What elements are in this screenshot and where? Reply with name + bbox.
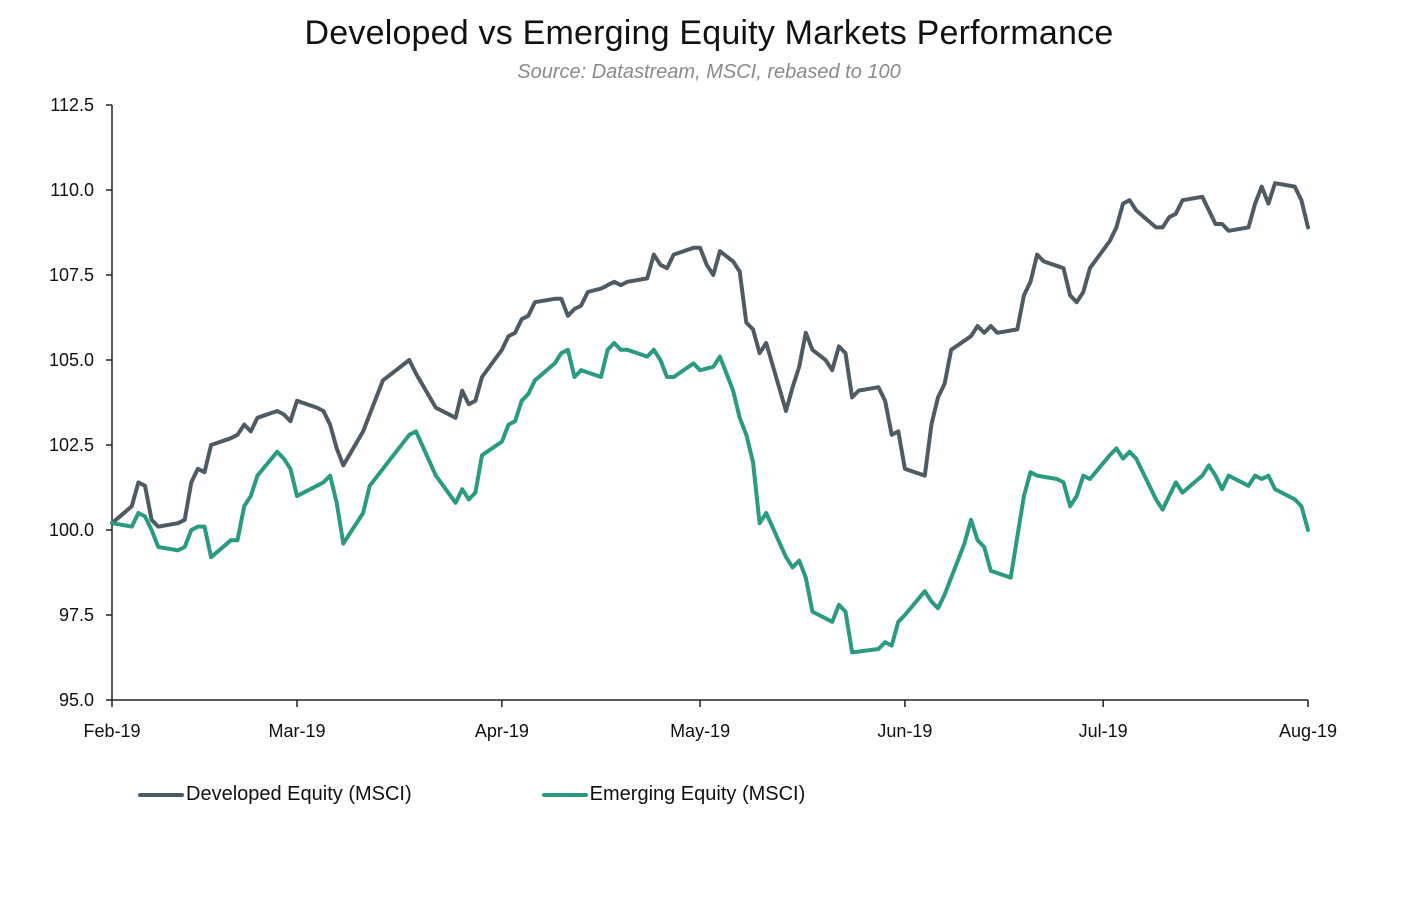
series-line-developed (110, 181, 1310, 529)
legend-label-emerging: Emerging Equity (MSCI) (589, 783, 806, 805)
y-tick-label: 102.5 (49, 435, 94, 455)
x-tick-label: Feb-19 (83, 721, 140, 741)
x-tick-label: Jun-19 (877, 721, 932, 741)
chart-axes: 95.0 97.5 100.0 102.5 105.0 107.5 110.0 112.5 Fe… (49, 95, 1337, 741)
legend-item-emerging: Emerging Equity (MSCI) (541, 783, 806, 806)
x-tick-label: May-19 (670, 721, 730, 741)
legend-item-developed: Developed Equity (MSCI) (138, 783, 412, 806)
chart-legend: Developed Equity (MSCI) Emerging Equity … (138, 783, 805, 806)
y-tick-label: 112.5 (50, 95, 94, 115)
series-line-emerging (110, 341, 1310, 655)
x-tick-label: Mar-19 (269, 721, 326, 741)
x-tick-label: Jul-19 (1079, 721, 1128, 741)
y-tick-label: 100.0 (49, 520, 94, 540)
legend-swatch-developed (138, 792, 184, 797)
legend-swatch-emerging (541, 792, 588, 797)
y-tick-label: 105.0 (49, 350, 94, 370)
x-tick-label: Aug-19 (1279, 721, 1337, 741)
y-tick-label: 97.5 (59, 605, 94, 625)
series-layer (110, 181, 1310, 655)
chart-subtitle: Source: Datastream, MSCI, rebased to 100 (517, 61, 901, 83)
y-tick-label: 110.0 (50, 180, 94, 200)
x-tick-label: Apr-19 (475, 721, 529, 741)
y-tick-label: 95.0 (59, 690, 94, 710)
y-tick-label: 107.5 (49, 265, 94, 285)
chart-title: Developed vs Emerging Equity Markets Per… (304, 14, 1114, 52)
legend-label-developed: Developed Equity (MSCI) (186, 783, 412, 805)
